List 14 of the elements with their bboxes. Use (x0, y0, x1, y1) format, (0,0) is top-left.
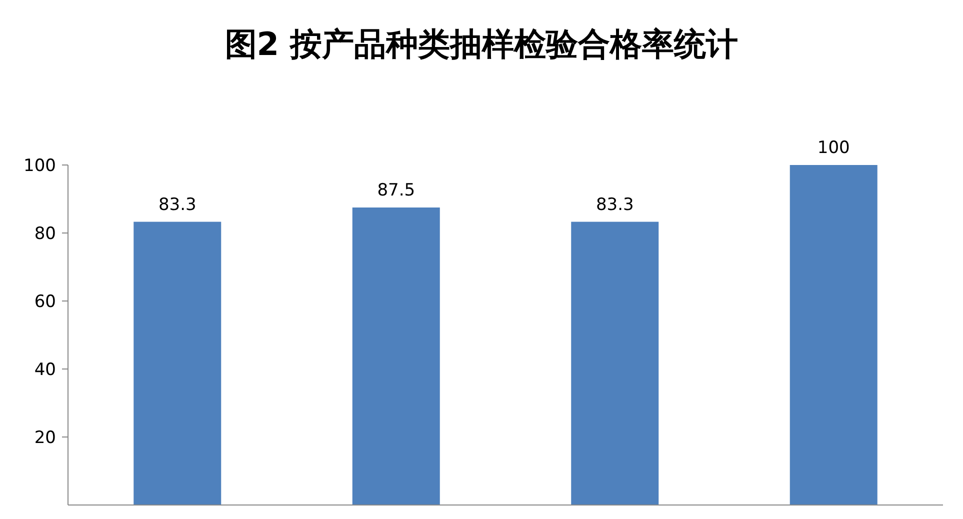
y-tick-label: 80 (34, 224, 56, 244)
bar (352, 208, 440, 505)
data-label: 87.5 (377, 180, 416, 200)
bar (790, 165, 878, 505)
bar (134, 222, 222, 505)
bar (571, 222, 659, 505)
data-label: 83.3 (596, 194, 634, 215)
data-label: 100 (817, 138, 850, 158)
y-tick-label: 100 (24, 156, 56, 176)
data-label: 83.3 (158, 194, 196, 215)
y-tick-label: 40 (34, 360, 56, 380)
y-tick-label: 20 (34, 428, 56, 448)
chart-title: 图2 按产品种类抽样检验合格率统计 (224, 25, 738, 63)
y-tick-label: 60 (34, 292, 56, 312)
